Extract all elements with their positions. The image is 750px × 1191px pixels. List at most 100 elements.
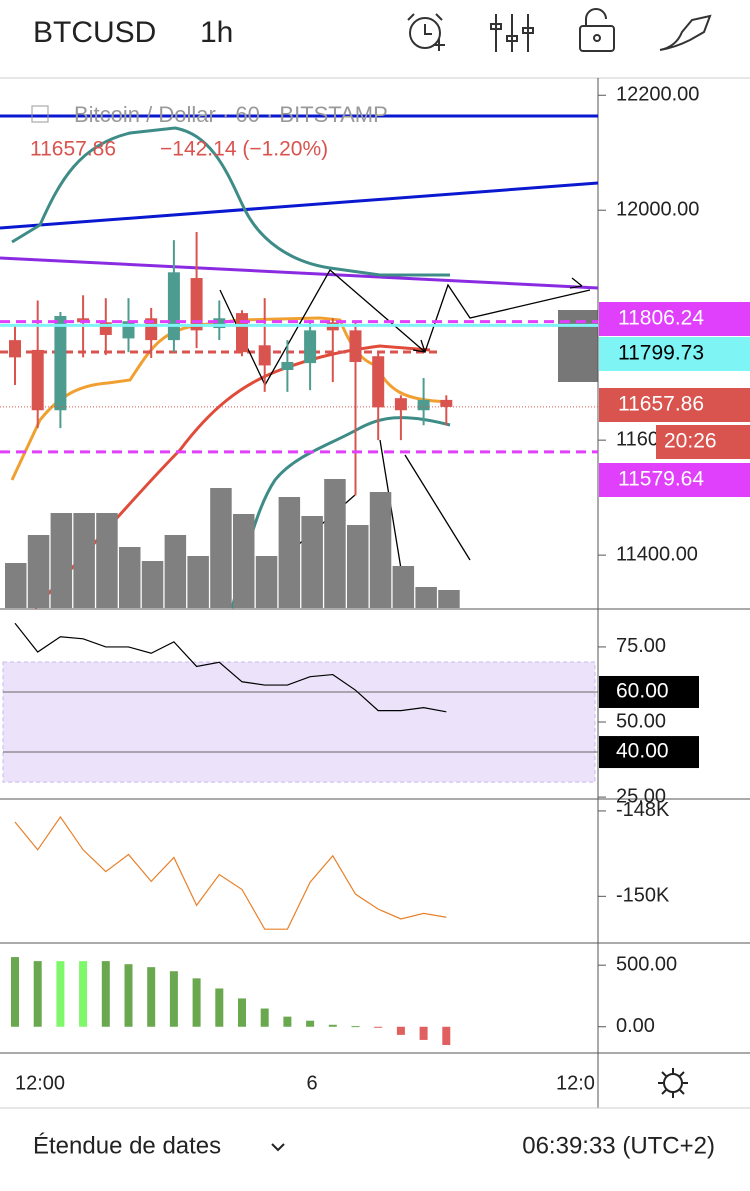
candle-body: [9, 340, 21, 358]
histogram-bar: [260, 1008, 269, 1027]
volume-bar: [324, 479, 346, 608]
volume-bar: [187, 556, 209, 608]
y-tick-label: 1160: [616, 428, 659, 450]
histogram-bar: [306, 1020, 315, 1027]
band-upper: [11, 126, 450, 277]
candle-body: [190, 278, 203, 331]
y-tick-label: 11400.00: [616, 543, 698, 565]
candle-body: [440, 399, 453, 407]
histogram-bar: [419, 1026, 428, 1040]
histogram-bar: [351, 1026, 360, 1028]
volume-bar: [27, 535, 50, 608]
y-tick-label: -148K: [616, 799, 670, 821]
histogram-bar: [396, 1026, 405, 1035]
histogram-bar: [147, 967, 156, 1027]
candle-body: [281, 361, 294, 371]
date-range[interactable]: Étendue de dates: [33, 1132, 221, 1159]
symbol[interactable]: BTCUSD: [33, 16, 156, 49]
histogram-bar: [238, 998, 246, 1027]
candle-body: [236, 313, 248, 353]
candle-body: [31, 349, 44, 411]
price-label-box: [599, 463, 750, 497]
histogram-bar: [79, 961, 88, 1027]
candle-body: [213, 318, 226, 329]
price-label: 11579.64: [618, 468, 704, 491]
level-box: [599, 736, 699, 769]
price-label-box: [599, 302, 750, 336]
toolbar-icons: [407, 8, 712, 52]
histogram-bar: [56, 961, 65, 1027]
level-box: [599, 675, 699, 708]
volume-bar: [392, 566, 415, 608]
y-tick-label: 12200.00: [616, 84, 699, 106]
alert-icon[interactable]: [407, 13, 445, 51]
volume-bar: [50, 513, 73, 608]
legend-change: −142.14 (−1.20%): [160, 138, 328, 161]
volume-bar: [255, 556, 278, 608]
indicators-icon[interactable]: [490, 14, 534, 52]
candle-body: [167, 272, 180, 341]
candle-body: [349, 330, 362, 362]
y-tick-label: -150K: [616, 885, 670, 907]
y-tick-label: 0.00: [616, 1015, 655, 1037]
price-label-box: [599, 388, 750, 422]
candle-body: [304, 330, 317, 364]
axis-corner: [599, 1054, 750, 1108]
volume-bar: [278, 497, 301, 608]
histogram-bar: [328, 1024, 337, 1027]
histogram-bar: [124, 964, 133, 1027]
draw-icon[interactable]: [659, 14, 712, 51]
y-tick-label: 500.00: [616, 953, 677, 975]
candle-body: [54, 315, 67, 411]
price-label: 11806.24: [618, 307, 704, 330]
histogram-bar: [192, 978, 201, 1027]
level-label: 60.00: [616, 680, 669, 703]
legend-title: Bitcoin / Dollar · 60 · BITSTAMP: [74, 102, 388, 127]
candle-body: [372, 356, 385, 408]
y-tick-label: 75.00: [616, 635, 666, 657]
candle-body: [417, 399, 430, 411]
histogram-bar: [283, 1016, 292, 1027]
countdown-box: [656, 425, 750, 459]
time-label: 6: [306, 1072, 317, 1094]
price-label-box: [599, 337, 750, 371]
volume-bar: [438, 590, 460, 608]
arrows: [219, 268, 591, 576]
histogram-bar: [101, 961, 110, 1027]
histogram-bar: [11, 957, 19, 1027]
volume-bar: [347, 525, 369, 608]
lock-icon[interactable]: [579, 8, 615, 52]
candle-body: [394, 398, 407, 411]
histogram-bar: [442, 1026, 451, 1045]
level-label: 40.00: [616, 740, 669, 763]
histogram-bar: [169, 971, 178, 1027]
volume-bar: [119, 547, 141, 608]
interval[interactable]: 1h: [200, 16, 233, 49]
trend-line: [0, 181, 599, 230]
time-label: 12:0: [556, 1072, 595, 1094]
indicator-line: [14, 815, 447, 930]
y-tick-label: 25.00: [616, 785, 666, 807]
trend-line: [0, 256, 599, 290]
histogram-bar: [215, 988, 224, 1027]
volume-bar: [369, 492, 392, 608]
moving-average: [10, 316, 451, 481]
histogram-bar: [374, 1026, 383, 1028]
volume-bar: [164, 535, 187, 608]
volume-bar: [5, 563, 27, 608]
y-tick-label: 12000.00: [616, 198, 699, 220]
collapse-icon[interactable]: [31, 105, 49, 123]
volume-bar: [415, 587, 437, 608]
volume-bar: [301, 516, 323, 608]
volume-bar: [96, 513, 118, 608]
candle-body: [258, 345, 271, 366]
volume-bar: [210, 488, 232, 608]
price-label: 11657.86: [618, 393, 704, 416]
settings-icon[interactable]: [658, 1068, 688, 1098]
price-label: 11799.73: [618, 342, 704, 365]
indicator-line: [14, 622, 447, 713]
band: [2, 661, 596, 783]
clock[interactable]: 06:39:33 (UTC+2): [522, 1132, 715, 1159]
volume-bar: [141, 561, 164, 608]
histogram-bar: [33, 961, 42, 1027]
